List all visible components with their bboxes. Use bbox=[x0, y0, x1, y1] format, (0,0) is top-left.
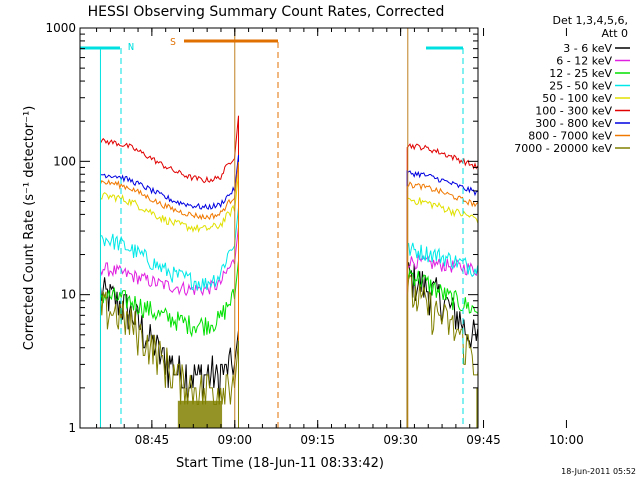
series-line bbox=[406, 181, 478, 428]
plot-frame bbox=[79, 27, 479, 429]
x-tick-label: 09:15 bbox=[300, 433, 335, 447]
series-line bbox=[406, 170, 478, 428]
legend-label: 800 - 7000 keV bbox=[528, 130, 612, 143]
x-tick-label: 09:00 bbox=[217, 433, 252, 447]
y-tick-label: 100 bbox=[53, 154, 76, 168]
y-tick-label: 1000 bbox=[45, 21, 76, 35]
x-tick-label: 10:00 bbox=[549, 433, 584, 447]
legend-label: 6 - 12 keV bbox=[556, 55, 612, 68]
footer-date: 18-Jun-2011 05:52 bbox=[561, 467, 636, 476]
series-line bbox=[100, 226, 239, 428]
legend-label: 7000 - 20000 keV bbox=[514, 142, 612, 155]
x-axis-label: Start Time (18-Jun-11 08:33:42) bbox=[176, 456, 384, 471]
legend-label: 25 - 50 keV bbox=[549, 80, 612, 93]
x-tick-label: 08:45 bbox=[135, 433, 170, 447]
x-tick-label: 09:45 bbox=[466, 433, 501, 447]
saa-marker-label: S bbox=[170, 37, 176, 48]
series-band bbox=[177, 400, 223, 428]
y-tick-label: 1 bbox=[68, 421, 76, 435]
series-band bbox=[476, 387, 478, 428]
y-axis-label: Corrected Count Rate (s⁻¹ detector⁻¹) bbox=[22, 106, 37, 351]
legend-header-line: Det 1,3,4,5,6, bbox=[552, 14, 628, 27]
series-line bbox=[100, 161, 239, 428]
legend-header-line: Att 0 bbox=[602, 27, 628, 40]
series-line bbox=[100, 260, 239, 428]
y-tick-label: 10 bbox=[61, 288, 76, 302]
series-line bbox=[406, 268, 478, 428]
plot-area bbox=[80, 28, 478, 428]
legend-label: 12 - 25 keV bbox=[549, 67, 612, 80]
series-line bbox=[100, 207, 239, 428]
chart-title: HESSI Observing Summary Count Rates, Cor… bbox=[88, 4, 445, 20]
series-line bbox=[406, 254, 478, 428]
legend-label: 300 - 800 keV bbox=[535, 117, 612, 130]
series-line bbox=[100, 277, 239, 428]
legend-label: 50 - 100 keV bbox=[542, 92, 612, 105]
series-line bbox=[406, 242, 478, 428]
series-line bbox=[100, 173, 239, 428]
series-line bbox=[406, 262, 478, 428]
legend-label: 100 - 300 keV bbox=[535, 105, 612, 118]
series-line bbox=[100, 115, 239, 428]
series-line bbox=[406, 274, 478, 428]
night-marker-label: N bbox=[128, 42, 134, 53]
series-line bbox=[406, 197, 478, 428]
series-line bbox=[100, 154, 239, 428]
series-line bbox=[406, 143, 478, 428]
x-tick-label: 09:30 bbox=[383, 433, 418, 447]
legend-label: 3 - 6 keV bbox=[563, 42, 612, 55]
